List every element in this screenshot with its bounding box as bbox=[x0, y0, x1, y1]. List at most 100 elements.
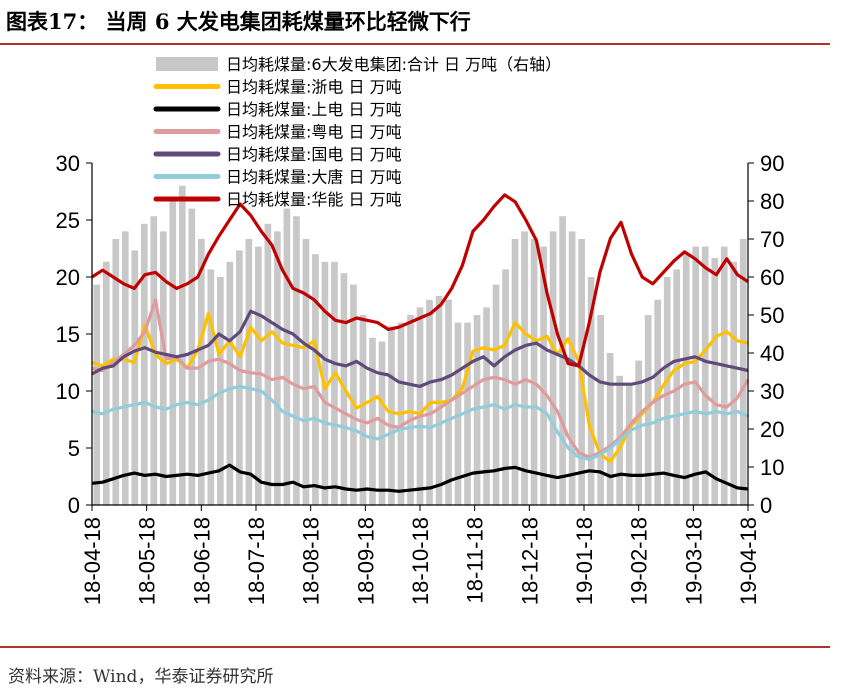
bar-total-9 bbox=[178, 185, 186, 506]
bar-total-18 bbox=[264, 223, 272, 506]
line-series-group bbox=[91, 193, 750, 493]
legend-label-2: 日均耗煤量:上电 日 万吨 bbox=[226, 100, 402, 119]
axes: 0 5 10 15 20 25 30 0 10 20 30 40 50 60 70 80 90 18-04-18 1… bbox=[56, 151, 785, 605]
bar-total-64 bbox=[701, 246, 709, 505]
y-left-tick-label: 20 bbox=[56, 265, 80, 290]
bar-total-33 bbox=[407, 315, 414, 505]
y-right-tick-label: 0 bbox=[760, 493, 772, 518]
x-tick-label: 18-07-18 bbox=[244, 517, 269, 605]
bar-total-23 bbox=[312, 254, 319, 505]
bar-total-57 bbox=[635, 360, 642, 505]
x-tick-label: 18-06-18 bbox=[189, 517, 214, 605]
bar-total-52 bbox=[587, 277, 595, 505]
x-tick-label: 19-04-18 bbox=[736, 517, 761, 605]
bar-total-53 bbox=[597, 315, 604, 505]
bar-total-3 bbox=[121, 231, 129, 505]
bar-total-63 bbox=[692, 246, 700, 505]
bar-total-47 bbox=[540, 246, 547, 505]
bar-total-46 bbox=[530, 239, 538, 505]
bar-total-66 bbox=[720, 246, 728, 505]
bar-total-11 bbox=[198, 239, 205, 505]
bar-total-2 bbox=[112, 239, 120, 505]
bar-total-56 bbox=[625, 383, 633, 505]
bar-total-45 bbox=[521, 231, 528, 505]
series-line-3 bbox=[91, 309, 749, 388]
bar-total-14 bbox=[226, 261, 234, 505]
bar-total-8 bbox=[169, 201, 177, 505]
y-right-tick-label: 30 bbox=[760, 379, 784, 404]
bar-total-36 bbox=[435, 296, 443, 505]
x-tick-label: 18-05-18 bbox=[135, 517, 160, 605]
legend-label-4: 日均耗煤量:国电 日 万吨 bbox=[226, 145, 402, 164]
x-tick-label: 18-09-18 bbox=[353, 517, 378, 605]
bar-total-20 bbox=[283, 208, 291, 505]
bar-total-34 bbox=[416, 307, 424, 505]
bar-total-62 bbox=[682, 254, 690, 505]
source-note: 资料来源：Wind，华泰证券研究所 bbox=[8, 667, 274, 687]
y-left-tick-label: 10 bbox=[56, 379, 80, 404]
bar-total-10 bbox=[188, 208, 196, 505]
bar-total-40 bbox=[473, 315, 481, 505]
bar-total-27 bbox=[350, 284, 357, 505]
bar-series-total bbox=[93, 185, 747, 506]
bar-total-61 bbox=[673, 269, 681, 505]
y-right-tick-label: 50 bbox=[760, 303, 784, 328]
legend-label-6: 日均耗煤量:华能 日 万吨 bbox=[226, 190, 402, 209]
series-line-4 bbox=[91, 384, 749, 461]
x-tick-label: 19-02-18 bbox=[627, 517, 652, 605]
y-left-tick-label: 15 bbox=[56, 322, 80, 347]
y-left-tick-label: 5 bbox=[68, 436, 80, 461]
bar-total-1 bbox=[102, 261, 110, 505]
x-tick-label: 19-01-18 bbox=[572, 517, 597, 605]
bar-total-38 bbox=[454, 322, 462, 505]
bar-total-21 bbox=[293, 216, 300, 505]
bar-total-6 bbox=[150, 216, 158, 505]
x-tick-label: 18-10-18 bbox=[408, 517, 433, 605]
x-tick-label: 18-08-18 bbox=[299, 517, 324, 605]
x-tick-label: 18-12-18 bbox=[517, 517, 542, 605]
bar-total-4 bbox=[131, 250, 139, 505]
bar-total-48 bbox=[549, 231, 557, 505]
bar-total-68 bbox=[739, 239, 747, 505]
x-tick-label: 18-11-18 bbox=[463, 517, 488, 603]
bar-total-15 bbox=[236, 250, 243, 505]
bar-total-25 bbox=[331, 261, 338, 505]
title-rule bbox=[0, 43, 830, 45]
x-tick-label: 18-04-18 bbox=[80, 517, 105, 605]
bar-total-17 bbox=[255, 246, 262, 505]
coal-consumption-chart: 0 5 10 15 20 25 30 0 10 20 30 40 50 60 70 80 90 18-04-18 1… bbox=[56, 55, 785, 605]
bar-total-0 bbox=[93, 284, 101, 505]
figure-title: 图表17： 当周 6 大发电集团耗煤量环比轻微下行 bbox=[6, 9, 471, 34]
bar-total-39 bbox=[464, 322, 471, 505]
legend-swatch-bar bbox=[156, 57, 218, 71]
bar-total-49 bbox=[559, 216, 566, 505]
bar-total-59 bbox=[654, 299, 662, 505]
y-right-tick-label: 40 bbox=[760, 341, 784, 366]
bar-total-19 bbox=[274, 231, 281, 505]
series-line-5 bbox=[91, 193, 749, 368]
legend-label-1: 日均耗煤量:浙电 日 万吨 bbox=[226, 78, 402, 97]
series-line-2 bbox=[91, 298, 750, 459]
y-right-tick-label: 60 bbox=[760, 265, 784, 290]
y-right-tick-label: 10 bbox=[760, 455, 784, 480]
bar-total-43 bbox=[502, 269, 509, 505]
series-line-1 bbox=[91, 463, 749, 493]
bar-total-65 bbox=[711, 258, 719, 505]
y-left-tick-label: 30 bbox=[56, 151, 80, 176]
legend: 日均耗煤量:6大发电集团:合计 日 万吨（右轴） 日均耗煤量:浙电 日 万吨日均耗… bbox=[153, 55, 561, 209]
bar-total-5 bbox=[140, 223, 148, 506]
x-tick-label: 19-03-18 bbox=[681, 517, 706, 605]
bar-total-42 bbox=[492, 284, 500, 505]
y-right-tick-label: 90 bbox=[760, 151, 784, 176]
y-right-tick-label: 70 bbox=[760, 227, 784, 252]
legend-label-5: 日均耗煤量:大唐 日 万吨 bbox=[226, 168, 402, 187]
bar-total-12 bbox=[207, 269, 215, 505]
y-left-tick-label: 25 bbox=[56, 208, 80, 233]
bar-total-50 bbox=[568, 231, 576, 505]
bar-total-58 bbox=[644, 315, 652, 505]
bar-total-7 bbox=[159, 231, 167, 505]
legend-label-3: 日均耗煤量:粤电 日 万吨 bbox=[226, 123, 402, 142]
bar-total-54 bbox=[606, 353, 614, 505]
y-right-tick-label: 80 bbox=[760, 189, 784, 214]
bar-total-60 bbox=[663, 277, 671, 505]
